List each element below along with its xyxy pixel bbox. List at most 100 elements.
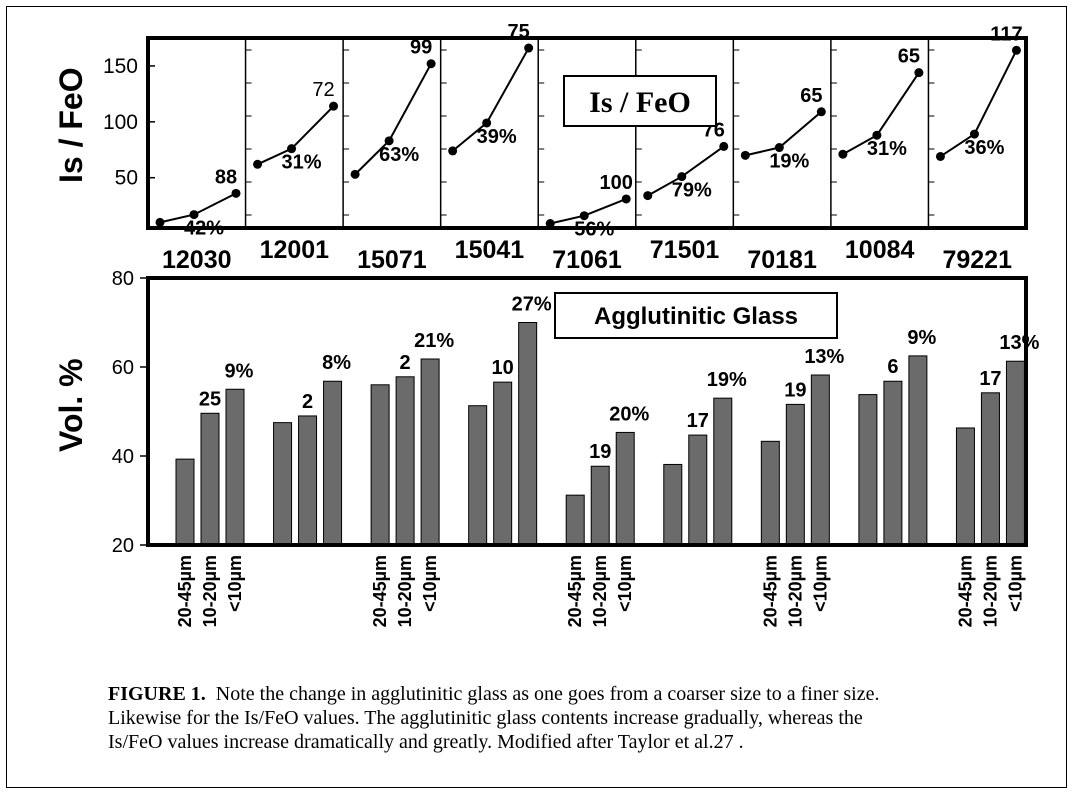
glass-bar: [590, 465, 610, 546]
top-data-point: [740, 150, 750, 160]
top-percent-label: 56%: [574, 219, 614, 241]
is-feo-panel: 50 100 150 Is / FeO 42% 88 12030 31% 72 12001 63% 9…: [53, 21, 1028, 274]
top-value-label: 99: [410, 37, 432, 59]
bottom-y-axis-label: Vol. %: [53, 358, 89, 452]
glass-bar: [663, 463, 683, 546]
glass-bar: [175, 458, 195, 546]
bar-label-right: 13%: [804, 346, 844, 368]
bar-label-middle: 19: [784, 379, 806, 401]
sample-id-label: 10084: [845, 236, 915, 264]
bar-label-middle: 10: [492, 357, 514, 379]
top-data-point: [643, 191, 653, 201]
top-y-tick-label: 150: [103, 55, 138, 78]
glass-bar: [468, 405, 488, 546]
size-fraction-label: <10µm: [1005, 555, 1025, 612]
top-data-point: [482, 118, 492, 128]
sample-id-label: 71061: [552, 246, 622, 274]
top-percent-label: 42%: [184, 218, 224, 240]
top-data-point: [426, 59, 436, 69]
glass-bar: [370, 384, 390, 546]
size-fraction-label: 10-20µm: [395, 555, 415, 627]
top-data-point: [816, 107, 826, 117]
top-value-label: 65: [800, 85, 822, 107]
caption-line-3: Is/FeO values increase dramatically and …: [108, 731, 744, 753]
bar-label-right: 9%: [907, 327, 936, 349]
size-fraction-label: 20-45µm: [370, 555, 390, 627]
top-data-point: [1011, 45, 1021, 55]
top-value-label: 72: [312, 79, 334, 101]
size-fraction-label: 10-20µm: [980, 555, 1000, 627]
top-value-label: 65: [898, 46, 920, 68]
glass-bar: [760, 440, 780, 546]
top-data-point: [935, 151, 945, 161]
top-data-point: [774, 143, 784, 153]
size-fraction-label: <10µm: [615, 555, 635, 612]
top-data-point: [872, 130, 882, 140]
bottom-y-tick-label: 20: [112, 535, 134, 557]
top-chart-title: Is / FeO: [589, 86, 691, 119]
bottom-y-tick-label: 80: [112, 268, 134, 290]
top-data-point: [448, 146, 458, 156]
top-data-point: [969, 129, 979, 139]
bar-label-right: 20%: [609, 403, 649, 425]
top-data-point: [189, 210, 199, 220]
top-data-point: [719, 141, 729, 151]
bar-label-middle: 2: [400, 352, 411, 374]
bar-label-middle: 6: [887, 356, 898, 378]
bar-label-right: 27%: [512, 294, 552, 316]
bar-label-middle: 17: [687, 410, 709, 432]
sample-id-label: 15071: [357, 246, 427, 274]
sample-id-label: 79221: [942, 246, 1012, 274]
top-percent-label: 39%: [477, 126, 517, 148]
top-y-axis-label: Is / FeO: [53, 67, 89, 183]
top-y-tick-label: 50: [115, 167, 138, 190]
glass-bar: [955, 427, 975, 546]
bar-label-right: 13%: [999, 332, 1039, 354]
top-data-point: [838, 149, 848, 159]
top-value-label: 75: [508, 21, 530, 43]
size-fraction-label: 20-45µm: [565, 555, 585, 627]
bottom-title-box: [554, 292, 838, 339]
bar-label-middle: 2: [302, 391, 313, 413]
top-data-point: [524, 43, 534, 53]
top-value-label: 88: [215, 166, 237, 188]
glass-bar: [395, 376, 415, 546]
bar-label-right: 21%: [414, 330, 454, 352]
top-data-point: [914, 68, 924, 78]
top-data-point: [350, 169, 360, 179]
top-title-box: [563, 75, 717, 127]
size-fraction-label: <10µm: [810, 555, 830, 612]
size-fraction-label: 20-45µm: [760, 555, 780, 627]
glass-bar: [785, 403, 805, 546]
glass-bar: [810, 374, 830, 546]
top-value-label: 100: [600, 172, 633, 194]
bar-label-right: 19%: [707, 369, 747, 391]
size-fraction-label: <10µm: [420, 555, 440, 612]
glass-bar: [273, 422, 293, 546]
top-data-point: [329, 101, 339, 111]
glass-bar: [565, 494, 585, 546]
top-plot-frame: [146, 36, 1028, 230]
sample-id-label: 15041: [455, 236, 525, 264]
glass-bar: [908, 355, 928, 546]
bar-label-middle: 25: [199, 388, 221, 410]
size-fraction-label: 20-45µm: [955, 555, 975, 627]
glass-bar: [298, 415, 318, 546]
top-percent-label: 36%: [964, 137, 1004, 159]
glass-bar: [420, 358, 440, 546]
top-percent-label: 63%: [379, 144, 419, 166]
sample-id-label: 12001: [260, 236, 330, 264]
bottom-y-tick-label: 40: [112, 446, 134, 468]
top-data-point: [545, 219, 555, 229]
glass-bar: [493, 381, 513, 546]
caption-lead: FIGURE 1.: [108, 683, 206, 705]
size-fraction-label: <10µm: [225, 555, 245, 612]
glass-bar: [858, 394, 878, 546]
top-data-point: [384, 136, 394, 146]
figure-frame: [6, 6, 1067, 788]
caption-line-1: FIGURE 1. Note the change in agglutiniti…: [108, 682, 1058, 706]
top-data-point: [231, 188, 241, 198]
glass-bar: [1005, 360, 1025, 546]
